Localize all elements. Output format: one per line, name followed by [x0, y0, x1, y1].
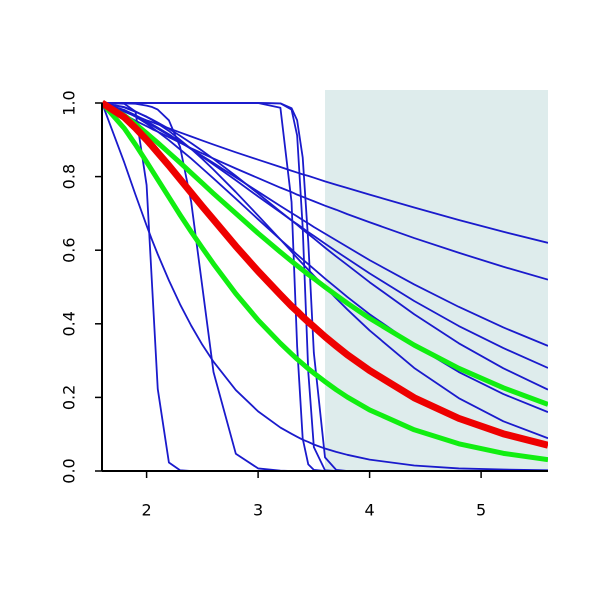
series-line: [102, 102, 548, 244]
series-line: [102, 102, 548, 471]
y-tick-label: 0.4: [60, 311, 79, 336]
series-line: [102, 100, 548, 407]
series-line: [102, 102, 548, 471]
axes: 0.0 0.2 0.4 0.6 0.8 1.0 2 3 4 5: [60, 90, 548, 520]
y-tick-label: 0.0: [60, 458, 79, 483]
series-line: [102, 102, 548, 347]
y-tick-label: 0.6: [60, 237, 79, 262]
x-tick-label: 5: [476, 501, 486, 520]
series-line: [102, 102, 548, 471]
y-tick-label: 0.8: [60, 164, 79, 189]
series-line: [102, 101, 548, 463]
shaded-region: [325, 90, 548, 471]
series-line: [102, 100, 548, 449]
plot-area: [102, 90, 548, 471]
y-tick-label: 1.0: [60, 90, 79, 115]
x-tick-label: 4: [365, 501, 375, 520]
y-tick-label: 0.2: [60, 385, 79, 410]
x-tick-label: 3: [253, 501, 263, 520]
series-line: [102, 102, 548, 440]
x-tick-label: 2: [142, 501, 152, 520]
